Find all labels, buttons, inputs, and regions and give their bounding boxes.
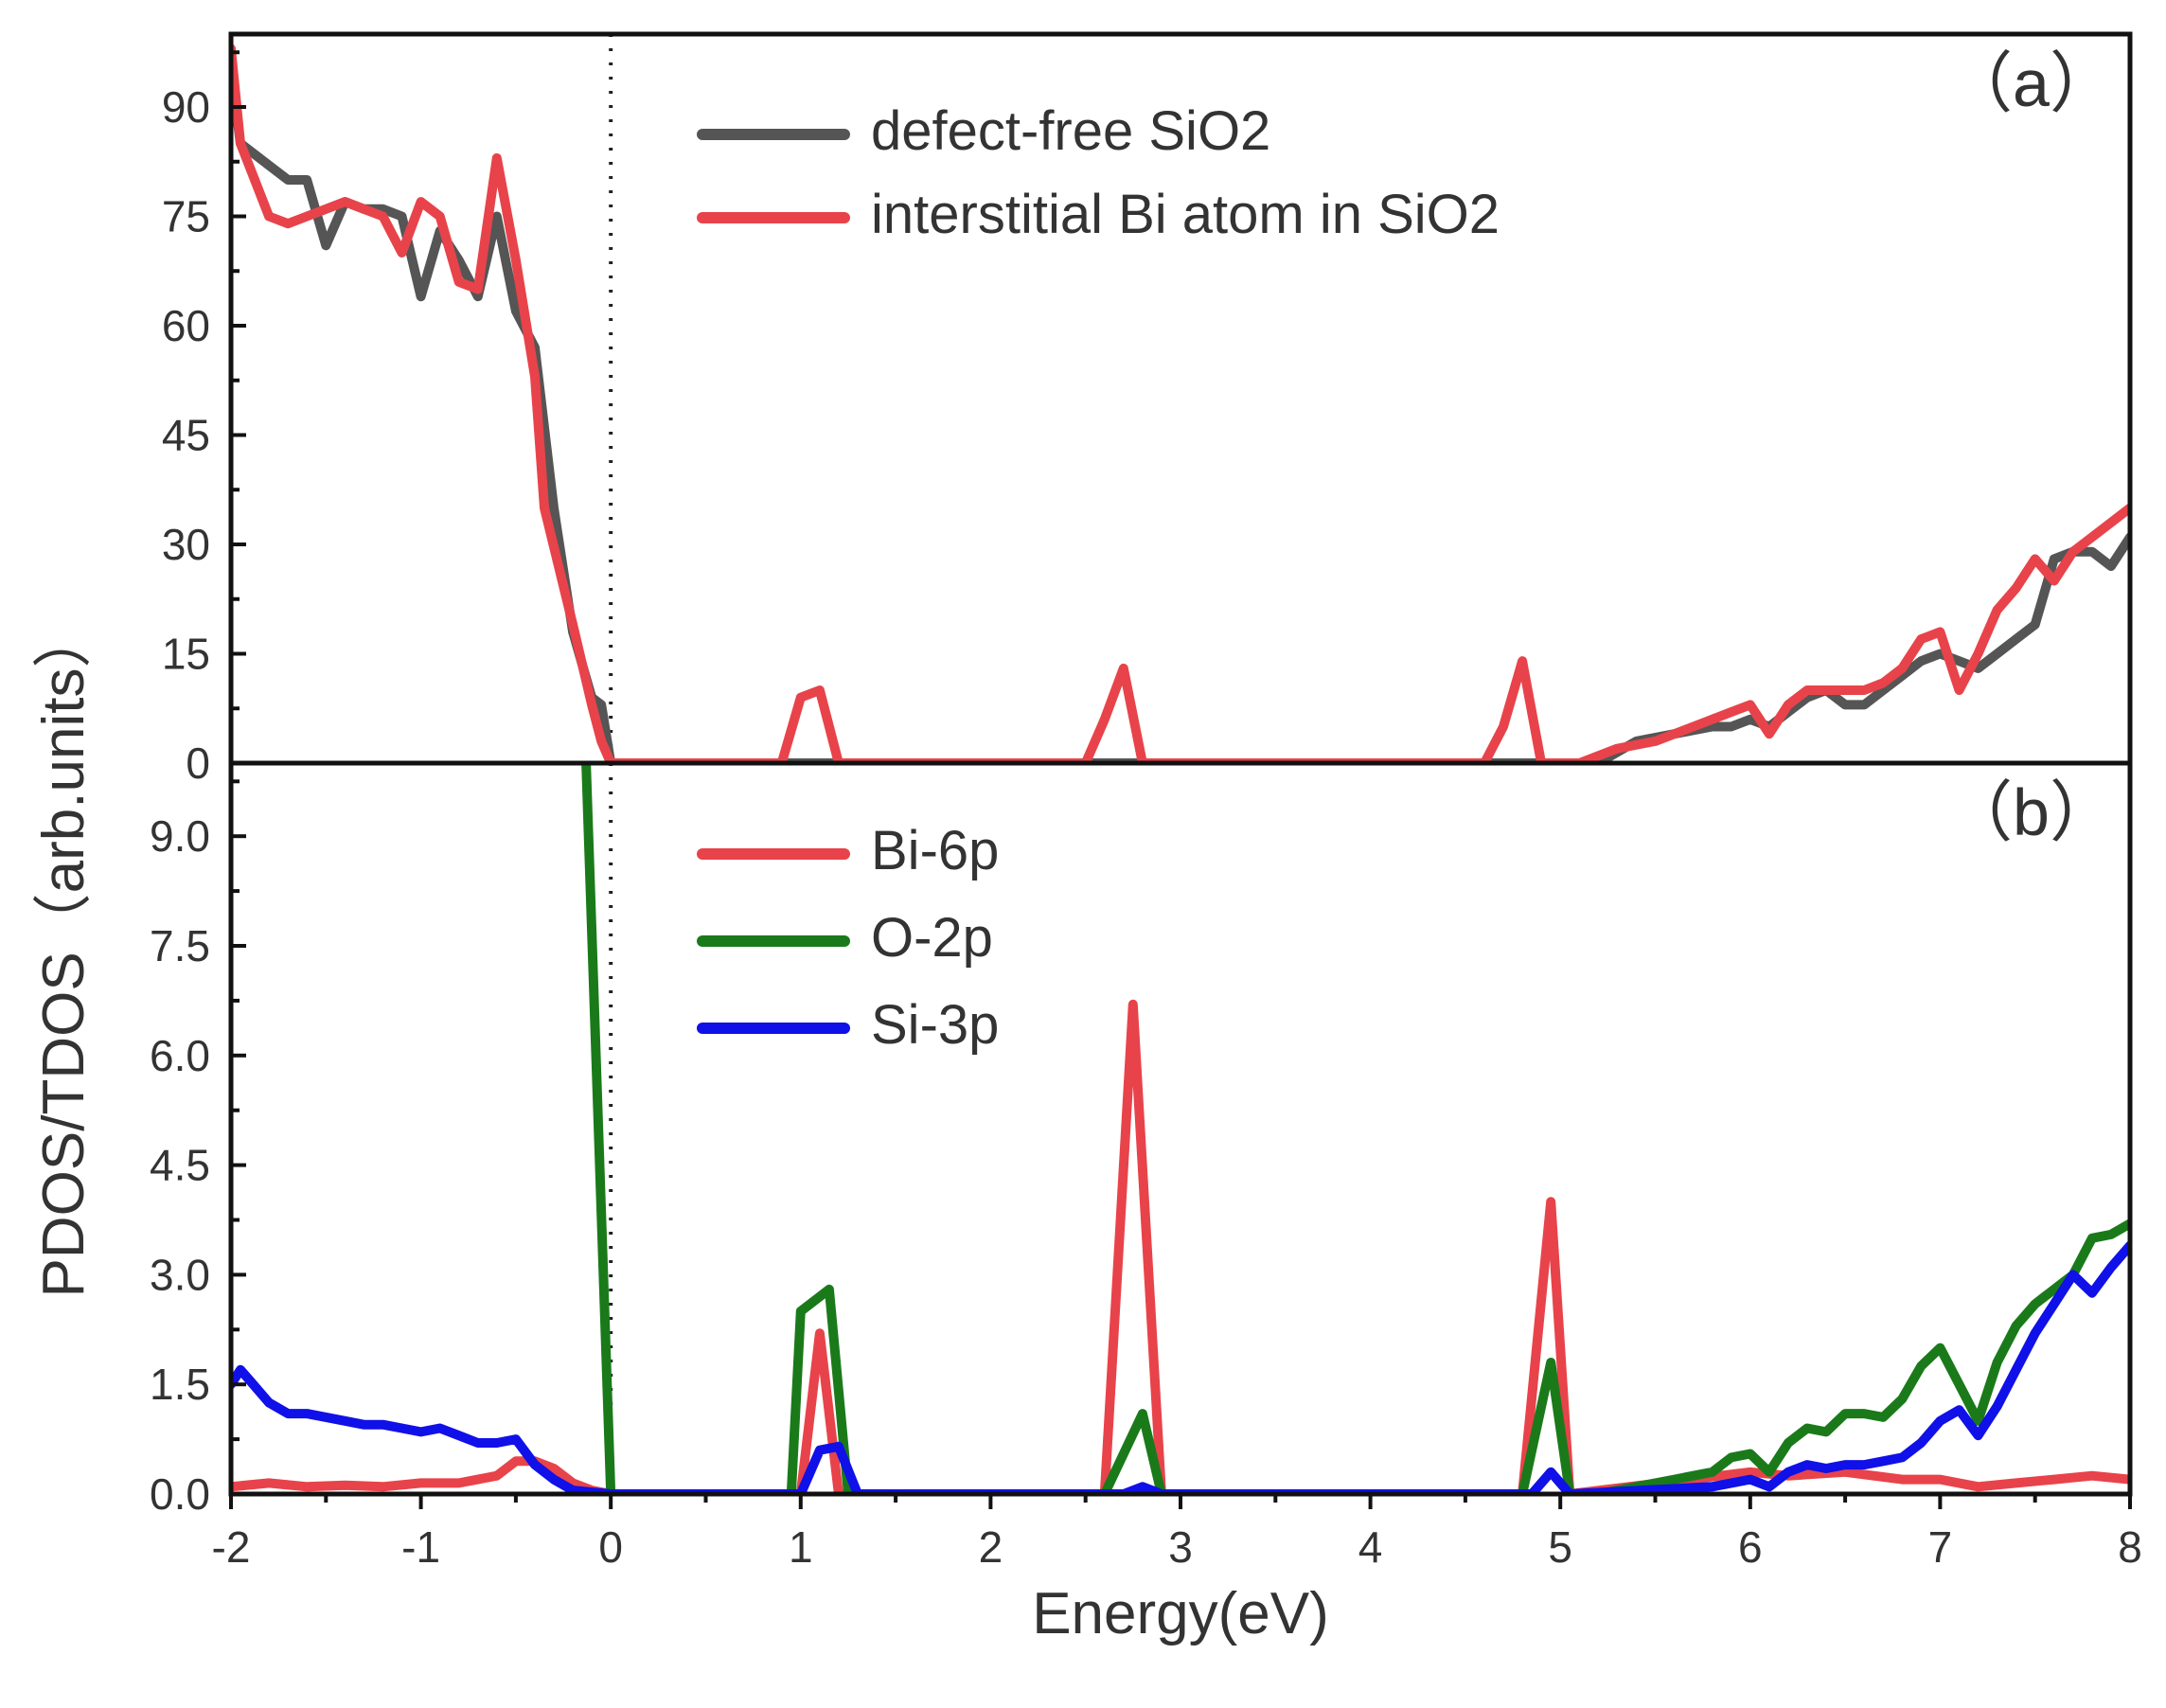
legend-label: defect-free SiO2 bbox=[871, 100, 1270, 162]
y-tick-label: 75 bbox=[162, 192, 210, 241]
y-tick-label: 7.5 bbox=[150, 921, 210, 970]
series-line-interstitial-bi-atom-in-sio2 bbox=[231, 44, 2130, 763]
y-tick-label: 0 bbox=[186, 738, 210, 788]
y-tick-label: 90 bbox=[162, 82, 210, 132]
panel-b-series-group bbox=[231, 763, 2130, 1494]
panel-b-frame bbox=[228, 760, 2133, 1497]
x-tick-label: -1 bbox=[401, 1522, 440, 1572]
panel-label-b: （b） bbox=[1946, 775, 2116, 849]
x-tick-label: 3 bbox=[1168, 1522, 1193, 1572]
series-line-defect-free-sio2 bbox=[231, 65, 2130, 763]
series-line-si-3p bbox=[231, 1240, 2130, 1494]
legend-label: interstitial Bi atom in SiO2 bbox=[871, 184, 1500, 245]
y-tick-label: 45 bbox=[162, 411, 210, 460]
y-tick-label: 30 bbox=[162, 520, 210, 569]
x-tick-label: 5 bbox=[1548, 1522, 1572, 1572]
x-tick-label: -2 bbox=[212, 1522, 251, 1572]
y-tick-label: 15 bbox=[162, 630, 210, 679]
x-tick-label: 1 bbox=[789, 1522, 813, 1572]
series-line-o-2p bbox=[581, 763, 2130, 1494]
y-tick-label: 0.0 bbox=[150, 1469, 210, 1519]
legend-label: Bi-6p bbox=[871, 820, 999, 881]
panel-b-x-ticks: -2 -1 0 1 2 3 4 5 6 7 8 bbox=[212, 1494, 2142, 1572]
x-tick-label: 8 bbox=[2118, 1522, 2142, 1572]
series-line-bi-6p bbox=[231, 999, 2130, 1494]
legend-label: Si-3p bbox=[871, 994, 999, 1056]
x-tick-label: 0 bbox=[598, 1522, 623, 1572]
y-axis-title: PDOS/TDOS（arb.units） bbox=[31, 610, 97, 1298]
y-tick-label: 4.5 bbox=[150, 1141, 210, 1190]
y-tick-label: 60 bbox=[162, 301, 210, 350]
y-tick-label: 9.0 bbox=[150, 811, 210, 861]
panel-a-y-ticks: 0 15 30 45 60 75 90 bbox=[162, 50, 246, 788]
panel-b-legend: Bi-6p O-2p Si-3p bbox=[697, 820, 999, 1056]
x-tick-label: 7 bbox=[1928, 1522, 1953, 1572]
x-tick-label: 4 bbox=[1358, 1522, 1383, 1572]
panel-label-a: （a） bbox=[1946, 46, 2116, 120]
y-tick-label: 3.0 bbox=[150, 1250, 210, 1299]
panel-a-series-group bbox=[231, 44, 2130, 763]
y-tick-label: 6.0 bbox=[150, 1031, 210, 1080]
panel-b-pdos-plot: 0.01.53.04.56.07.59.0 -2 -1 0 1 2 3 4 5 6 7 8 （b） … bbox=[150, 763, 2142, 1572]
panel-a-legend: defect-free SiO2 interstitial Bi atom in … bbox=[697, 100, 1500, 245]
y-tick-label: 1.5 bbox=[150, 1360, 210, 1409]
legend-label: O-2p bbox=[871, 907, 993, 969]
panel-a-tdos-plot: 0 15 30 45 60 75 90 （a） defect-free SiO2 inters… bbox=[162, 34, 2130, 788]
x-tick-label: 6 bbox=[1738, 1522, 1763, 1572]
x-axis-title: Energy(eV) bbox=[1032, 1581, 1329, 1646]
x-tick-label: 2 bbox=[979, 1522, 1003, 1572]
